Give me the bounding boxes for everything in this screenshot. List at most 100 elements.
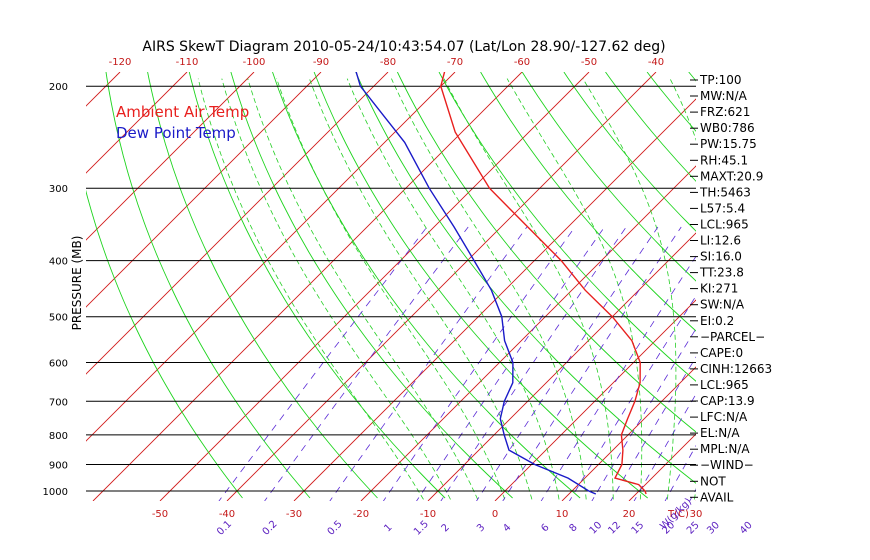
top-temp-tick-label: -90 bbox=[313, 57, 329, 68]
dry-adiabat-line bbox=[730, 72, 870, 498]
panel-line: SW:N/A bbox=[700, 298, 745, 312]
moist-adiabat-line bbox=[582, 78, 677, 500]
top-temp-tick-label: -80 bbox=[380, 57, 396, 68]
panel-line: CAPE:0 bbox=[700, 346, 743, 360]
isotherm-line bbox=[763, 72, 870, 501]
isotherm-line bbox=[86, 72, 389, 375]
mixing-ratio-tick-label: 0.5 bbox=[326, 519, 345, 538]
mixing-ratio-tick-label: 40 bbox=[738, 520, 755, 537]
panel-line: PW:15.75 bbox=[700, 137, 757, 151]
dry-adiabat-line bbox=[355, 72, 696, 484]
panel-line: −WIND− bbox=[700, 458, 754, 472]
panel-line: LI:12.6 bbox=[700, 234, 741, 248]
panel-line: EL:N/A bbox=[700, 426, 740, 440]
mixing-ratio-line bbox=[329, 226, 528, 501]
panel-line: TT:23.8 bbox=[699, 266, 744, 280]
panel-line: CINH:12663 bbox=[700, 362, 772, 376]
moist-adiabat-line bbox=[197, 78, 424, 500]
panel-line: RH:45.1 bbox=[700, 153, 748, 167]
moist-adiabat-line bbox=[346, 78, 560, 500]
mixing-ratio-tick-label: 10 bbox=[588, 520, 605, 537]
mixing-ratio-tick-label: 8 bbox=[567, 522, 579, 534]
mixing-ratio-tick-label: 15 bbox=[630, 520, 647, 537]
panel-line: TP:100 bbox=[699, 73, 742, 87]
panel-line: CAP:13.9 bbox=[700, 394, 755, 408]
panel-line: KI:271 bbox=[700, 282, 738, 296]
dry-adiabat-line bbox=[147, 72, 378, 499]
isotherm-line bbox=[86, 72, 255, 241]
isobar-lines bbox=[86, 85, 696, 492]
top-temp-tick-label: -100 bbox=[243, 57, 266, 68]
mixing-ratio-tick-label: 25 bbox=[685, 520, 702, 537]
pressure-tick-label: 500 bbox=[49, 313, 68, 324]
indices-panel: TP:100 MW:N/A FRZ:621 WB0:786 PW:15.75 RH:45.… bbox=[690, 73, 772, 504]
mixing-ratio-tick-label: 12 bbox=[606, 520, 623, 537]
isotherm-line bbox=[561, 366, 696, 501]
mixing-ratio-tick-label: 0.2 bbox=[261, 519, 280, 538]
isotherm-line bbox=[360, 165, 696, 501]
pressure-tick-label: 1000 bbox=[43, 487, 68, 498]
top-temp-tick-label: -120 bbox=[109, 57, 132, 68]
pressure-tick-label: 700 bbox=[49, 397, 68, 408]
moist-adiabat-line bbox=[391, 78, 587, 500]
panel-line: LCL:965 bbox=[700, 218, 749, 232]
isotherm-line bbox=[293, 98, 696, 501]
isotherm-line bbox=[427, 232, 696, 501]
dry-adiabat-line bbox=[396, 72, 696, 433]
panel-line: LFC:N/A bbox=[700, 410, 748, 424]
mixing-ratio-line bbox=[264, 226, 469, 501]
isotherm-line bbox=[86, 72, 456, 442]
top-temp-tick-label: -70 bbox=[447, 57, 463, 68]
isotherm-line bbox=[86, 72, 322, 308]
dry-adiabat-line bbox=[563, 72, 696, 232]
pressure-tick-label: 600 bbox=[49, 359, 68, 370]
mixing-ratio-tick-label: 0.1 bbox=[215, 519, 234, 538]
moist-adiabat-line bbox=[247, 78, 478, 500]
moist-adiabat-line bbox=[443, 78, 614, 500]
top-temp-tick-label: -50 bbox=[581, 57, 597, 68]
y-axis-label: PRESSURE (MB) bbox=[70, 236, 84, 331]
dry-adiabat-line bbox=[188, 72, 446, 499]
pressure-tick-label: 200 bbox=[49, 82, 68, 93]
dry-adiabat-line bbox=[230, 72, 513, 499]
mixing-ratio-line bbox=[416, 226, 605, 501]
dry-adiabat-line bbox=[521, 72, 696, 282]
legend-air-temp: Ambient Air Temp bbox=[116, 103, 249, 121]
panel-line: FRZ:621 bbox=[700, 105, 750, 119]
bottom-temp-tick-label: 30 bbox=[690, 509, 703, 520]
panel-line: L57:5.4 bbox=[700, 201, 745, 215]
dry-adiabat-line bbox=[855, 72, 870, 498]
dry-adiabat-line bbox=[105, 72, 311, 499]
mixing-ratio-tick-label: 2 bbox=[440, 522, 452, 534]
temp-axis-unit-label: T(C) bbox=[667, 509, 689, 520]
bottom-temp-tick-label: 10 bbox=[556, 509, 569, 520]
bottom-temp-tick-label: -10 bbox=[420, 509, 436, 520]
dewpoint-line bbox=[355, 72, 597, 495]
panel-line: −PARCEL− bbox=[700, 330, 765, 344]
legend-dewpoint: Dew Point Temp bbox=[116, 124, 236, 142]
dry-adiabat-line bbox=[814, 72, 870, 498]
mixing-ratio-tick-label: 30 bbox=[705, 520, 722, 537]
isotherm-line bbox=[226, 72, 657, 501]
top-temp-tick-label: -110 bbox=[176, 57, 199, 68]
bottom-temp-tick-label: -20 bbox=[353, 509, 369, 520]
mixing-ratio-line bbox=[218, 226, 428, 501]
panel-line: EI:0.2 bbox=[700, 314, 734, 328]
mixing-ratio-tick-label: 6 bbox=[539, 522, 551, 534]
bottom-temp-tick-label: -30 bbox=[286, 509, 302, 520]
mixing-ratio-tick-label: 1 bbox=[382, 522, 394, 534]
moist-adiabat-line bbox=[309, 78, 533, 500]
pressure-tick-label: 800 bbox=[49, 431, 68, 442]
panel-line: SI:16.0 bbox=[700, 250, 742, 264]
mixing-ratio-line bbox=[540, 255, 696, 501]
isotherm-line bbox=[830, 72, 870, 501]
mixing-ratio-tick-label: 4 bbox=[501, 522, 513, 534]
air-temp-line bbox=[440, 72, 647, 495]
moist-adiabat-line bbox=[506, 78, 643, 500]
isotherm-line bbox=[0, 72, 53, 501]
isotherm-line bbox=[494, 299, 696, 501]
panel-line: MW:N/A bbox=[700, 89, 748, 103]
panel-line: NOT bbox=[700, 474, 726, 488]
dry-adiabat-line bbox=[313, 72, 648, 499]
